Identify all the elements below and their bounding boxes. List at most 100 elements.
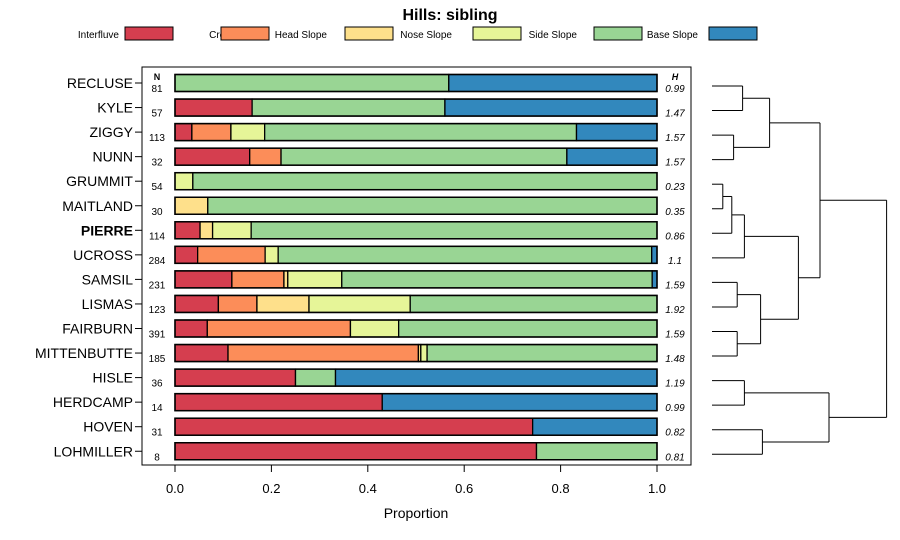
row-kyle: KYLE 57 1.47 — [97, 98, 685, 120]
row-label: FAIRBURN — [62, 321, 133, 337]
bar-segment-nose-slope — [264, 245, 279, 265]
bar-outline — [174, 122, 658, 142]
bar-outline — [174, 245, 658, 265]
bar-outline — [174, 196, 658, 215]
row-ucross: UCROSS 284 1.1 — [73, 245, 682, 267]
row-label: GRUMMIT — [66, 173, 133, 189]
bar-segment-nose-slope — [230, 122, 266, 142]
bar-segment-crest — [227, 343, 420, 363]
dendrogram — [712, 85, 888, 455]
row-hisle: HISLE 36 1.19 — [93, 368, 685, 390]
x-axis-title: Proportion — [384, 505, 449, 521]
bar-outline — [174, 171, 658, 191]
bar-outline — [174, 392, 658, 412]
n-value: 81 — [151, 84, 163, 95]
h-value: 1.92 — [665, 305, 685, 316]
bar-segment-crest — [217, 294, 258, 314]
n-value: 114 — [149, 231, 165, 242]
bar-outline — [174, 417, 658, 436]
bar-segment-crest — [231, 270, 285, 289]
bar-segment-base-slope — [448, 73, 658, 93]
n-value: 113 — [149, 133, 165, 144]
bar-segment-nose-slope — [211, 221, 252, 240]
h-value: 1.59 — [665, 280, 685, 291]
n-value: 30 — [151, 207, 163, 218]
row-label: NUNN — [93, 149, 133, 165]
bar-segment-interfluve — [174, 343, 229, 363]
bar-segment-side-slope — [251, 98, 446, 117]
bar-segment-base-slope — [444, 98, 658, 117]
bar-segment-side-slope — [250, 221, 658, 240]
bar-segment-crest — [249, 147, 282, 166]
row-mittenbutte: MITTENBUTTE 185 1.48 — [35, 343, 685, 365]
bar-segment-side-slope — [294, 368, 337, 387]
bar-segment-nose-slope — [308, 294, 411, 314]
n-value: 185 — [149, 354, 166, 365]
bar-segment-nose-slope — [287, 270, 343, 289]
legend-label-base-slope: Base Slope — [647, 30, 699, 41]
row-label: HOVEN — [83, 419, 133, 435]
bar-outline — [174, 319, 658, 338]
bar-outline — [174, 442, 658, 461]
bar-outline — [174, 368, 658, 387]
x-tick-label: 0.0 — [166, 481, 184, 496]
bar-segment-side-slope — [409, 294, 658, 314]
row-lismas: LISMAS 123 1.92 — [82, 294, 685, 316]
row-label: UCROSS — [73, 247, 133, 263]
h-value: 1.1 — [668, 256, 682, 267]
bar-segment-side-slope — [535, 442, 658, 461]
n-value: 14 — [151, 403, 163, 414]
bar-segment-base-slope — [381, 392, 658, 412]
x-tick-label: 0.6 — [455, 481, 473, 496]
h-value: 0.35 — [665, 207, 685, 218]
bar-segment-interfluve — [174, 442, 538, 461]
n-column-header: N — [154, 72, 161, 82]
n-value: 54 — [151, 182, 163, 193]
row-label: MAITLAND — [62, 198, 133, 214]
bar-segment-crest — [197, 245, 266, 265]
row-lohmiller: LOHMILLER 8 0.81 — [54, 442, 685, 463]
legend-swatch-head-slope — [344, 26, 394, 41]
n-value: 36 — [151, 379, 163, 390]
legend-swatch-side-slope — [593, 26, 643, 41]
legend-swatch-base-slope — [708, 26, 758, 41]
x-tick-label: 0.2 — [262, 481, 280, 496]
row-herdcamp: HERDCAMP 14 0.99 — [53, 392, 685, 414]
bar-segment-head-slope — [174, 196, 209, 215]
row-label: RECLUSE — [67, 75, 133, 91]
row-samsil: SAMSIL 231 1.59 — [82, 270, 685, 291]
bar-segment-interfluve — [174, 147, 251, 166]
bar-outline — [174, 294, 658, 314]
bar-segment-side-slope — [426, 343, 658, 363]
bar-segment-head-slope — [256, 294, 310, 314]
bar-outline — [174, 270, 658, 289]
h-value: 1.48 — [665, 354, 685, 365]
row-grummit: GRUMMIT 54 0.23 — [66, 171, 685, 193]
bar-segment-head-slope — [199, 221, 214, 240]
row-recluse: RECLUSE 81 0.99 — [67, 73, 685, 95]
h-value: 0.86 — [665, 231, 685, 242]
bar-outline — [174, 73, 658, 93]
row-label: HISLE — [93, 370, 133, 386]
n-value: 31 — [151, 428, 163, 439]
bar-segment-side-slope — [280, 147, 568, 166]
row-label: KYLE — [97, 100, 133, 116]
bar-segment-interfluve — [174, 245, 199, 265]
x-axis: 0.0 0.2 0.4 0.6 0.8 1.0 — [166, 465, 666, 496]
row-label: SAMSIL — [82, 271, 134, 287]
bar-segment-base-slope — [651, 245, 658, 265]
h-value: 1.57 — [665, 133, 685, 144]
row-maitland: MAITLAND 30 0.35 — [62, 196, 685, 218]
row-label: MITTENBUTTE — [35, 345, 133, 361]
bar-segment-side-slope — [192, 172, 658, 191]
h-column-header: H — [672, 72, 679, 82]
bar-outline — [174, 147, 658, 166]
bar-segment-interfluve — [174, 98, 253, 117]
bar-segment-interfluve — [174, 270, 233, 289]
bar-segment-side-slope — [264, 122, 578, 142]
x-tick-label: 1.0 — [648, 481, 666, 496]
bar-segment-base-slope — [566, 147, 658, 166]
bar-outline — [174, 98, 658, 117]
bar-segment-interfluve — [174, 122, 193, 142]
bar-segment-side-slope — [341, 270, 653, 289]
